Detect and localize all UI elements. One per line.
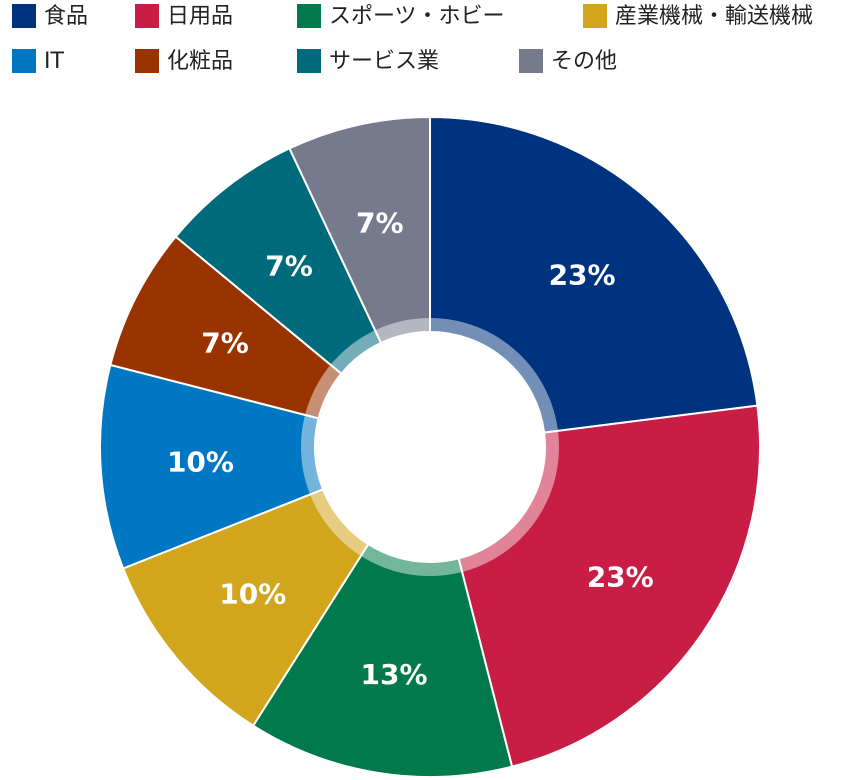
data-label: 23%	[549, 258, 616, 291]
legend-swatch	[12, 4, 36, 28]
legend-label: 化粧品	[167, 49, 233, 74]
hole	[315, 332, 545, 562]
legend-label: 日用品	[167, 4, 233, 29]
legend-swatch	[519, 49, 543, 73]
legend-swatch	[12, 49, 36, 73]
legend-swatch	[135, 49, 159, 73]
data-label: 10%	[219, 578, 286, 611]
data-label: 13%	[361, 658, 428, 691]
data-label: 10%	[167, 445, 234, 478]
legend-swatch	[135, 4, 159, 28]
legend-label: その他	[551, 49, 617, 74]
legend-swatch	[583, 4, 607, 28]
legend-label: スポーツ・ホビー	[329, 4, 505, 29]
legend-swatch	[297, 4, 321, 28]
legend-label: 産業機械・輸送機械	[615, 4, 813, 29]
legend-label: 食品	[44, 4, 88, 29]
inner-ring	[301, 318, 559, 576]
legend-swatch	[297, 49, 321, 73]
legend-label: IT	[44, 49, 64, 74]
legend-label: サービス業	[329, 49, 439, 74]
data-label: 7%	[201, 327, 249, 360]
data-label: 7%	[356, 207, 404, 240]
data-label: 23%	[587, 560, 654, 593]
data-label: 7%	[265, 249, 313, 282]
